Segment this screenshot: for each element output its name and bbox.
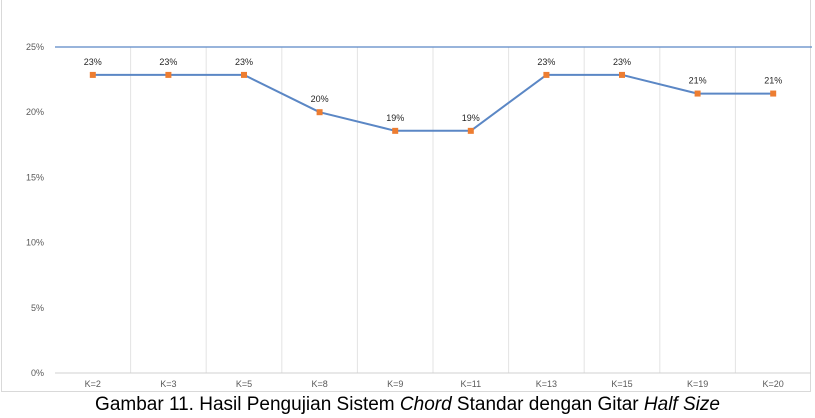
chart-area: 0% 5% 10% 15% 20% 25% K=2 K=3 K=5 K=8 K=9 K=11 K=13 K… — [1, 0, 812, 392]
figure-caption: Gambar 11. Hasil Pengujian Sistem Chord … — [0, 393, 815, 417]
data-point-marker — [543, 71, 550, 78]
series-line — [92, 73, 774, 132]
data-point-marker — [165, 71, 172, 78]
caption-prefix: Gambar 11. Hasil Pengujian Sistem — [95, 394, 400, 415]
caption-italic-chord: Chord — [399, 394, 452, 415]
line-chart: 0% 5% 10% 15% 20% 25% K=2 K=3 K=5 K=8 K=9 K=11 K=13 K… — [26, 42, 812, 389]
x-tick-label: K=19 — [687, 379, 708, 389]
x-tick-label: K=13 — [536, 379, 557, 389]
data-label: 19% — [462, 113, 480, 123]
data-label: 23% — [159, 57, 177, 67]
x-tick-label: K=9 — [387, 379, 403, 389]
data-label: 21% — [689, 76, 707, 86]
x-tick-label: K=20 — [763, 379, 784, 389]
data-point-marker — [619, 71, 625, 78]
data-label: 23% — [537, 57, 555, 67]
x-tick-label: K=5 — [236, 379, 252, 389]
data-point-marker — [770, 90, 777, 97]
data-point-marker — [241, 71, 247, 78]
caption-italic-half-size: Half Size — [643, 394, 720, 415]
y-tick-label: 10% — [26, 238, 44, 248]
y-tick-label: 20% — [26, 107, 44, 117]
data-label: 21% — [764, 76, 782, 86]
data-point-marker — [694, 90, 701, 97]
data-point-marker — [89, 71, 96, 78]
x-tick-label: K=3 — [160, 379, 176, 389]
data-label: 20% — [311, 94, 329, 104]
data-label: 23% — [613, 57, 631, 67]
x-tick-label: K=2 — [85, 379, 101, 389]
x-tick-label: K=11 — [460, 379, 481, 389]
x-tick-label: K=15 — [611, 379, 632, 389]
data-label: 23% — [84, 57, 102, 67]
data-label: 19% — [386, 113, 404, 123]
caption-middle: Standar dengan Gitar — [451, 394, 644, 415]
data-point-marker — [392, 127, 399, 134]
y-tick-label: 25% — [26, 42, 44, 52]
y-tick-label: 0% — [31, 368, 44, 378]
data-point-marker — [467, 127, 474, 134]
data-label: 23% — [235, 57, 253, 67]
y-tick-label: 5% — [31, 303, 44, 313]
y-tick-label: 15% — [26, 172, 44, 182]
data-point-marker — [316, 109, 323, 116]
x-tick-label: K=8 — [311, 379, 327, 389]
